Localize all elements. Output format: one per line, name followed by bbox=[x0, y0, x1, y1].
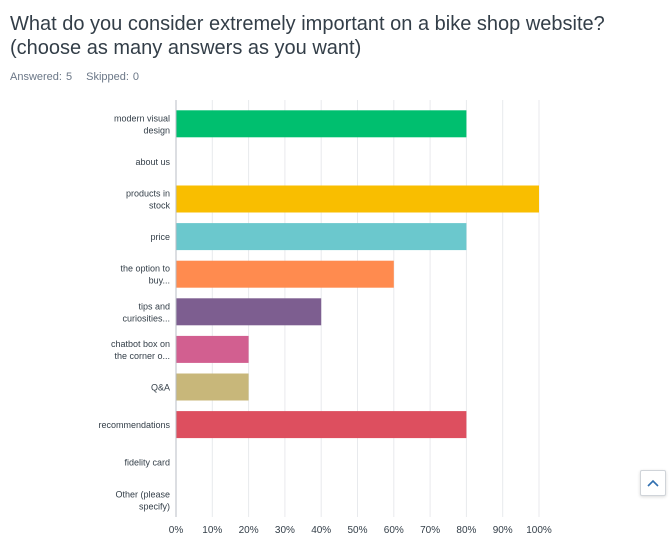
skipped-label: Skipped: bbox=[86, 71, 129, 83]
x-tick-label: 80% bbox=[456, 525, 476, 536]
category-label: specify) bbox=[139, 501, 170, 511]
skipped-count: 0 bbox=[132, 71, 140, 83]
answered-stat: Answered: 5 bbox=[10, 71, 72, 83]
bar bbox=[176, 260, 394, 288]
x-tick-label: 0% bbox=[169, 525, 184, 536]
bar bbox=[176, 223, 467, 251]
bar bbox=[176, 110, 467, 138]
category-label: the option to bbox=[120, 264, 170, 274]
category-label: Other (please bbox=[115, 489, 170, 499]
bar bbox=[176, 185, 539, 213]
skipped-stat: Skipped: 0 bbox=[86, 71, 139, 83]
category-label: buy... bbox=[149, 276, 170, 286]
x-tick-label: 30% bbox=[275, 525, 295, 536]
bar bbox=[176, 373, 249, 401]
x-tick-label: 60% bbox=[384, 525, 404, 536]
category-label: tips and bbox=[138, 301, 170, 311]
x-tick-label: 40% bbox=[311, 525, 331, 536]
x-tick-label: 10% bbox=[202, 525, 222, 536]
x-tick-label: 50% bbox=[347, 525, 367, 536]
category-label: chatbot box on bbox=[111, 339, 170, 349]
category-label: Q&A bbox=[151, 383, 170, 393]
response-stats: Answered: 5 Skipped: 0 bbox=[10, 71, 139, 83]
category-label: price bbox=[150, 232, 170, 242]
category-label: curiosities... bbox=[122, 313, 170, 323]
x-tick-label: 20% bbox=[239, 525, 259, 536]
bar bbox=[176, 298, 322, 326]
category-label: fidelity card bbox=[124, 458, 170, 468]
category-label: modern visual bbox=[114, 113, 170, 123]
x-tick-label: 100% bbox=[526, 525, 552, 536]
x-tick-label: 70% bbox=[420, 525, 440, 536]
category-label: about us bbox=[135, 157, 170, 167]
chevron-up-icon bbox=[647, 479, 659, 487]
bar bbox=[176, 411, 467, 439]
category-label: the corner o... bbox=[114, 351, 170, 361]
answered-count: 5 bbox=[65, 71, 73, 83]
scroll-to-top-button[interactable] bbox=[640, 470, 666, 496]
answered-label: Answered: bbox=[10, 71, 62, 83]
category-label: design bbox=[143, 125, 170, 135]
category-label: stock bbox=[149, 201, 171, 211]
category-label: recommendations bbox=[98, 420, 170, 430]
x-tick-label: 90% bbox=[493, 525, 513, 536]
question-title: What do you consider extremely important… bbox=[10, 13, 605, 59]
category-label: products in bbox=[126, 189, 170, 199]
bar bbox=[176, 335, 249, 363]
